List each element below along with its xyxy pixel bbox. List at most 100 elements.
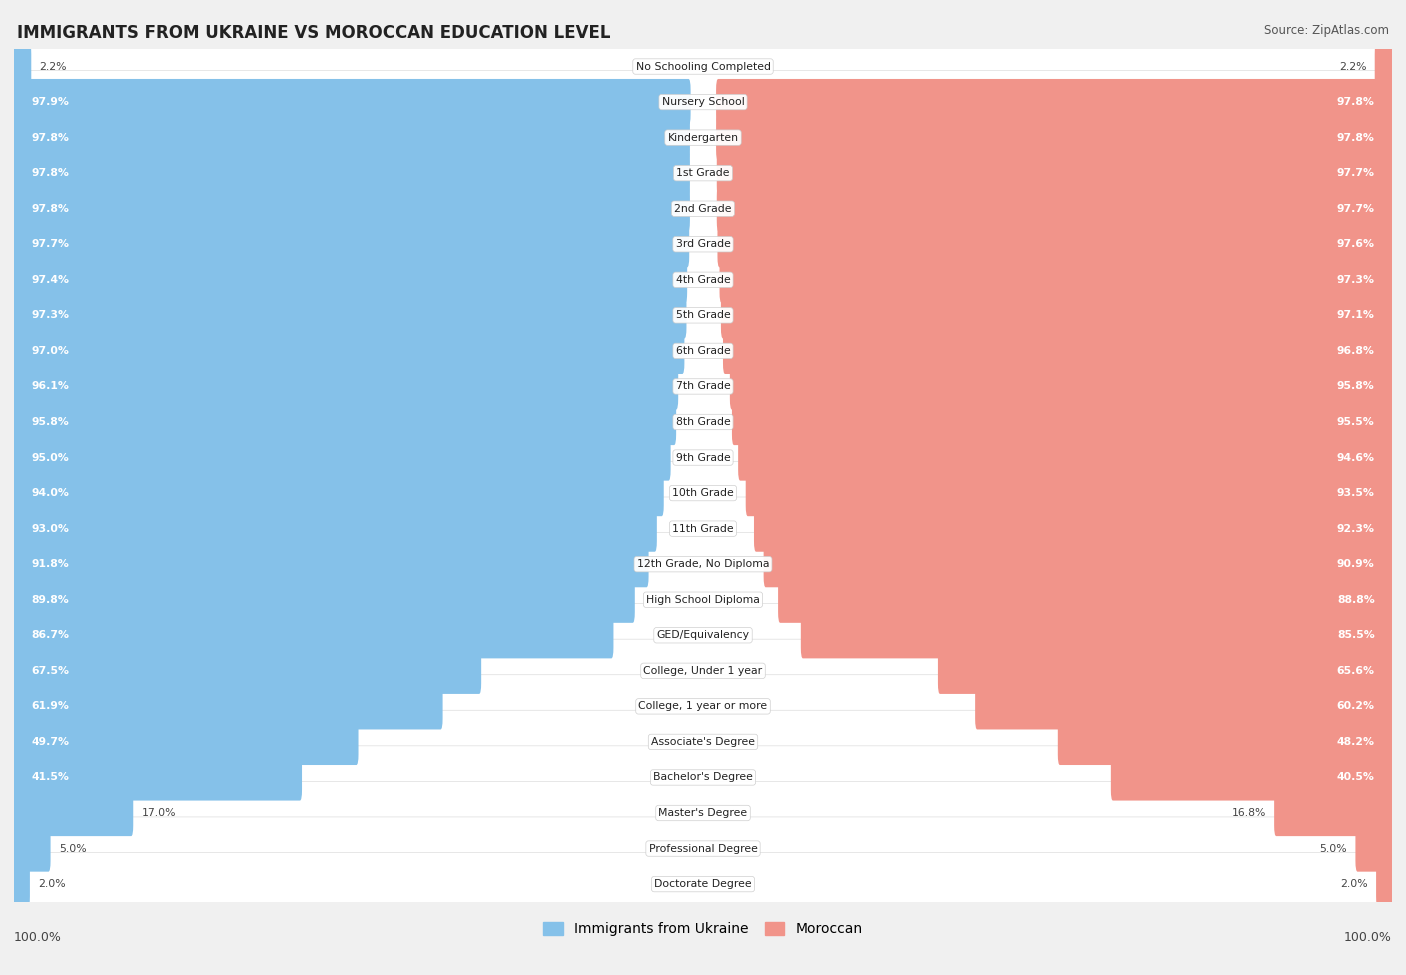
Text: 91.8%: 91.8% [31, 560, 69, 569]
Text: IMMIGRANTS FROM UKRAINE VS MOROCCAN EDUCATION LEVEL: IMMIGRANTS FROM UKRAINE VS MOROCCAN EDUC… [17, 24, 610, 42]
FancyBboxPatch shape [11, 852, 1395, 916]
Text: 93.5%: 93.5% [1337, 488, 1375, 498]
FancyBboxPatch shape [11, 817, 1395, 880]
Text: 6th Grade: 6th Grade [676, 346, 730, 356]
FancyBboxPatch shape [1274, 790, 1393, 837]
Text: College, Under 1 year: College, Under 1 year [644, 666, 762, 676]
Text: 100.0%: 100.0% [14, 931, 62, 944]
FancyBboxPatch shape [13, 576, 634, 623]
Text: 97.4%: 97.4% [31, 275, 69, 285]
Text: 9th Grade: 9th Grade [676, 452, 730, 462]
Text: 97.8%: 97.8% [1337, 133, 1375, 142]
FancyBboxPatch shape [13, 647, 481, 694]
Text: 12th Grade, No Diploma: 12th Grade, No Diploma [637, 560, 769, 569]
FancyBboxPatch shape [716, 114, 1393, 161]
FancyBboxPatch shape [754, 505, 1393, 552]
FancyBboxPatch shape [13, 683, 443, 729]
Text: 96.8%: 96.8% [1337, 346, 1375, 356]
Text: 85.5%: 85.5% [1337, 630, 1375, 641]
Text: 92.3%: 92.3% [1337, 524, 1375, 533]
FancyBboxPatch shape [11, 70, 1395, 134]
Text: 93.0%: 93.0% [31, 524, 69, 533]
Text: 90.9%: 90.9% [1337, 560, 1375, 569]
Text: 4th Grade: 4th Grade [676, 275, 730, 285]
Text: 95.8%: 95.8% [1337, 381, 1375, 391]
Text: High School Diploma: High School Diploma [647, 595, 759, 604]
FancyBboxPatch shape [801, 612, 1393, 658]
FancyBboxPatch shape [13, 755, 302, 800]
Text: Kindergarten: Kindergarten [668, 133, 738, 142]
Text: 95.5%: 95.5% [1337, 417, 1375, 427]
Text: 97.8%: 97.8% [31, 168, 69, 178]
FancyBboxPatch shape [11, 141, 1395, 205]
FancyBboxPatch shape [11, 35, 1395, 98]
FancyBboxPatch shape [11, 604, 1395, 667]
FancyBboxPatch shape [11, 390, 1395, 453]
FancyBboxPatch shape [13, 292, 686, 338]
FancyBboxPatch shape [11, 675, 1395, 738]
FancyBboxPatch shape [976, 683, 1393, 729]
Text: 2.2%: 2.2% [1339, 61, 1367, 71]
Text: 5th Grade: 5th Grade [676, 310, 730, 321]
Text: 65.6%: 65.6% [1337, 666, 1375, 676]
Text: 48.2%: 48.2% [1337, 737, 1375, 747]
FancyBboxPatch shape [11, 532, 1395, 596]
FancyBboxPatch shape [13, 790, 134, 837]
FancyBboxPatch shape [733, 399, 1393, 446]
FancyBboxPatch shape [717, 221, 1393, 267]
FancyBboxPatch shape [11, 568, 1395, 632]
Text: 94.6%: 94.6% [1337, 452, 1375, 462]
Text: 17.0%: 17.0% [142, 808, 176, 818]
Text: 60.2%: 60.2% [1337, 701, 1375, 712]
Text: 5.0%: 5.0% [59, 843, 86, 853]
Text: 2.2%: 2.2% [39, 61, 67, 71]
FancyBboxPatch shape [11, 461, 1395, 525]
Text: 97.8%: 97.8% [1337, 98, 1375, 107]
Text: 61.9%: 61.9% [31, 701, 69, 712]
Text: 67.5%: 67.5% [31, 666, 69, 676]
Text: College, 1 year or more: College, 1 year or more [638, 701, 768, 712]
Text: 97.8%: 97.8% [31, 204, 69, 214]
FancyBboxPatch shape [720, 256, 1393, 303]
FancyBboxPatch shape [11, 497, 1395, 561]
Text: 95.8%: 95.8% [31, 417, 69, 427]
Text: 97.7%: 97.7% [1337, 168, 1375, 178]
Text: 97.6%: 97.6% [1337, 239, 1375, 250]
FancyBboxPatch shape [11, 106, 1395, 170]
Text: 97.1%: 97.1% [1337, 310, 1375, 321]
FancyBboxPatch shape [13, 399, 676, 446]
FancyBboxPatch shape [13, 826, 51, 872]
Text: 40.5%: 40.5% [1337, 772, 1375, 783]
FancyBboxPatch shape [13, 435, 671, 481]
FancyBboxPatch shape [11, 319, 1395, 382]
FancyBboxPatch shape [778, 576, 1393, 623]
Text: 2.0%: 2.0% [38, 879, 66, 889]
FancyBboxPatch shape [13, 861, 30, 907]
FancyBboxPatch shape [1375, 44, 1393, 90]
FancyBboxPatch shape [13, 328, 685, 374]
Text: 94.0%: 94.0% [31, 488, 69, 498]
FancyBboxPatch shape [1057, 719, 1393, 765]
Text: 49.7%: 49.7% [31, 737, 69, 747]
FancyBboxPatch shape [738, 435, 1393, 481]
FancyBboxPatch shape [13, 505, 657, 552]
Text: Professional Degree: Professional Degree [648, 843, 758, 853]
FancyBboxPatch shape [13, 185, 690, 232]
FancyBboxPatch shape [721, 292, 1393, 338]
Text: 97.9%: 97.9% [31, 98, 69, 107]
Text: No Schooling Completed: No Schooling Completed [636, 61, 770, 71]
FancyBboxPatch shape [11, 355, 1395, 418]
FancyBboxPatch shape [723, 328, 1393, 374]
FancyBboxPatch shape [13, 470, 664, 516]
FancyBboxPatch shape [11, 710, 1395, 773]
FancyBboxPatch shape [938, 647, 1393, 694]
Text: 96.1%: 96.1% [31, 381, 69, 391]
Text: 100.0%: 100.0% [1344, 931, 1392, 944]
Text: 3rd Grade: 3rd Grade [675, 239, 731, 250]
Text: Nursery School: Nursery School [662, 98, 744, 107]
FancyBboxPatch shape [13, 256, 688, 303]
Text: 97.7%: 97.7% [31, 239, 69, 250]
FancyBboxPatch shape [763, 541, 1393, 587]
Text: 16.8%: 16.8% [1232, 808, 1265, 818]
Text: 8th Grade: 8th Grade [676, 417, 730, 427]
